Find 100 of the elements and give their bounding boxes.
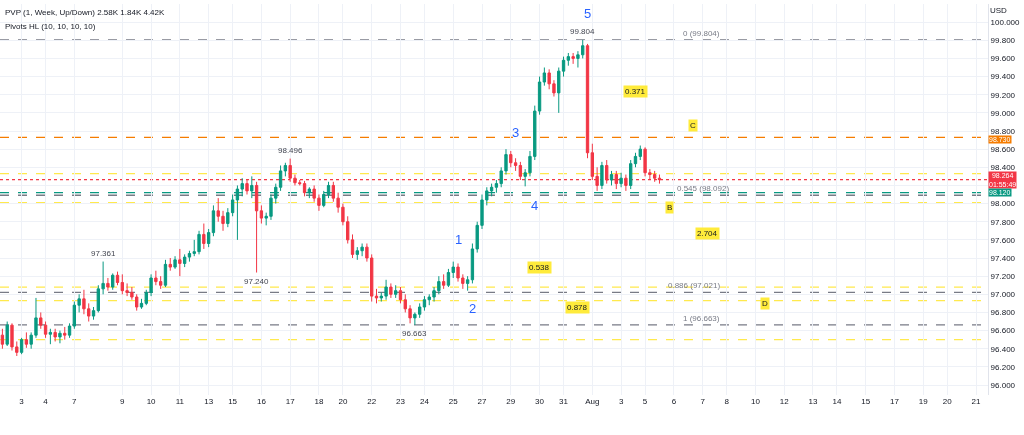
candlestick bbox=[566, 52, 571, 67]
y-tick-label: 99.600 bbox=[990, 54, 1016, 64]
y-tick-label: 97.000 bbox=[990, 290, 1016, 300]
x-tick-label: 7 bbox=[700, 397, 706, 406]
candlestick bbox=[182, 253, 187, 268]
candlestick bbox=[53, 328, 57, 342]
candlestick bbox=[24, 331, 29, 349]
x-tick-label: 10 bbox=[750, 397, 761, 406]
x-tick-label: 8 bbox=[724, 397, 730, 406]
annotation: Pivots HL (10, 10, 10, 10) bbox=[5, 22, 96, 31]
candlestick bbox=[67, 322, 72, 339]
y-tick-label: 96.400 bbox=[990, 344, 1016, 354]
candlestick bbox=[283, 162, 288, 177]
annotation: D bbox=[762, 299, 768, 308]
x-tick-label: 5 bbox=[642, 397, 648, 406]
x-tick-label: 15 bbox=[228, 397, 238, 406]
candlestick bbox=[5, 321, 9, 347]
y-tick-label: 99.800 bbox=[990, 36, 1016, 46]
x-tick-label: 14 bbox=[832, 397, 842, 406]
x-tick-label: 23 bbox=[396, 397, 406, 406]
x-tick-label: 19 bbox=[918, 397, 929, 406]
x-tick-label: 22 bbox=[367, 397, 377, 406]
annotation: 97.361 bbox=[91, 249, 117, 258]
annotation: 99.804 bbox=[570, 27, 596, 36]
x-tick-label: 20 bbox=[942, 397, 953, 406]
candlestick bbox=[259, 204, 264, 225]
candlestick bbox=[624, 174, 628, 192]
annotation: B bbox=[667, 203, 673, 212]
x-tick-label: 3 bbox=[19, 397, 25, 406]
candlestick bbox=[106, 277, 110, 292]
candlestick bbox=[168, 257, 172, 272]
x-tick-label: Aug bbox=[585, 397, 600, 406]
y-tick-label: 100.000 bbox=[990, 17, 1021, 27]
y-tick-label: 96.800 bbox=[990, 308, 1016, 318]
annotation: 0.538 bbox=[529, 263, 550, 272]
annotation: PVP (1, Week, Up/Down) 2.58K 1.84K 4.42K bbox=[5, 8, 166, 17]
candlestick bbox=[571, 52, 575, 65]
candlestick bbox=[154, 270, 158, 286]
annotation: 2 bbox=[469, 301, 477, 316]
annotation: 0.878 bbox=[567, 303, 588, 312]
candlestick bbox=[609, 170, 614, 186]
x-tick-label: 20 bbox=[338, 397, 348, 406]
annotation: 1 bbox=[455, 232, 463, 247]
y-tick-label: 97.800 bbox=[990, 217, 1016, 227]
annotation: 0.371 bbox=[625, 87, 646, 96]
candlestick bbox=[619, 172, 623, 188]
candlestick bbox=[465, 275, 470, 292]
x-tick-label: 31 bbox=[559, 397, 569, 406]
y-tick-label: 97.400 bbox=[990, 253, 1016, 263]
candlestick bbox=[422, 295, 427, 312]
candlestick bbox=[441, 273, 446, 290]
candlestick bbox=[394, 284, 398, 299]
x-tick-label: 21 bbox=[971, 397, 982, 406]
x-tick-label: 7 bbox=[72, 397, 78, 406]
ref-line-label: 0 (99.804) bbox=[683, 29, 720, 38]
annotation: 97.240 bbox=[244, 277, 270, 286]
x-tick-label: 29 bbox=[506, 397, 516, 406]
x-tick-label: 3 bbox=[618, 397, 624, 406]
annotation: 3 bbox=[512, 125, 520, 140]
candlestick bbox=[173, 255, 177, 270]
candlestick bbox=[302, 180, 307, 197]
y-axis-title: USD bbox=[990, 6, 1008, 15]
candlestick bbox=[389, 282, 393, 299]
candlestick bbox=[63, 326, 67, 341]
y-tick-label: 97.200 bbox=[990, 271, 1016, 281]
annotation: 96.663 bbox=[402, 329, 428, 338]
x-tick-label: 17 bbox=[890, 397, 900, 406]
ref-line-label: 0.886 (97.021) bbox=[668, 281, 721, 290]
candlestick bbox=[163, 259, 168, 288]
x-tick-label: 13 bbox=[808, 397, 818, 406]
annotation: 5 bbox=[584, 6, 592, 21]
y-tick-label: 98.400 bbox=[990, 163, 1016, 173]
x-tick-label: 10 bbox=[146, 397, 157, 406]
y-tick-label: 99.400 bbox=[990, 72, 1016, 82]
y-tick-label: 99.000 bbox=[990, 108, 1016, 118]
x-tick-label: 18 bbox=[314, 397, 324, 406]
candlestick bbox=[158, 275, 163, 290]
x-tick-label: 6 bbox=[671, 397, 677, 406]
x-tick-label: 27 bbox=[477, 397, 488, 406]
ref-line-label: 0.545 (98.092) bbox=[677, 184, 730, 193]
candlestick bbox=[605, 159, 609, 185]
x-tick-label: 11 bbox=[175, 397, 185, 406]
y-tick-label: 98.800 bbox=[990, 126, 1016, 136]
y-tick-label: 96.600 bbox=[990, 326, 1016, 336]
y-tick-label: 98.600 bbox=[990, 144, 1016, 154]
candlestick bbox=[0, 328, 5, 350]
y-tick-label: 99.200 bbox=[990, 90, 1016, 100]
candlestick bbox=[509, 150, 513, 168]
candlestick bbox=[178, 248, 182, 277]
x-tick-label: 15 bbox=[861, 397, 871, 406]
x-tick-label: 4 bbox=[43, 397, 49, 406]
candlestick bbox=[202, 223, 206, 250]
annotation: 2.704 bbox=[697, 229, 718, 238]
candlestick bbox=[254, 181, 259, 274]
x-tick-label: 13 bbox=[204, 397, 214, 406]
y-tick-label: 96.000 bbox=[990, 380, 1016, 390]
ref-line-label: 1 (96.663) bbox=[683, 314, 720, 323]
candlestick bbox=[600, 161, 604, 190]
x-tick-label: 17 bbox=[285, 397, 296, 406]
candlestick bbox=[542, 67, 547, 87]
